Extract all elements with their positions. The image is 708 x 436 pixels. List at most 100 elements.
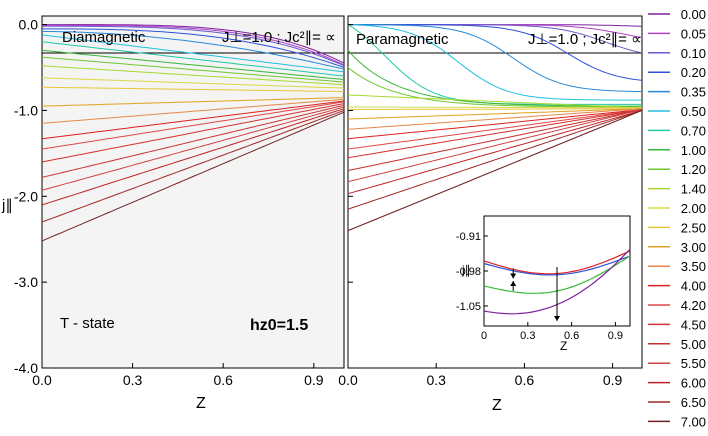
paramagnetic-series-0.35: [348, 24, 643, 93]
diamagnetic-series-6.50: [41, 109, 345, 223]
inset-y-tick-label: -0.98: [456, 266, 481, 278]
paramagnetic-series-2.00: [348, 106, 643, 109]
diamagnetic-series-1.20: [41, 56, 345, 83]
x-tick-label: 0.0: [338, 372, 358, 388]
legend-label: 0.20: [681, 65, 706, 80]
inset-y-label: j∥: [461, 263, 471, 277]
inset-arrow-head: [510, 281, 517, 286]
legend-label: 1.20: [681, 162, 706, 177]
paramagnetic-series-3.50: [347, 108, 643, 130]
x-tick-label: 0.6: [515, 372, 535, 388]
paramagnetic-series-0.50: [347, 24, 642, 101]
diamagnetic-series-7.00: [41, 111, 345, 242]
legend: 0.00 0.05 0.10 0.20 0.35 0.50 0.70 1.00 1.20 1.40…: [648, 7, 706, 429]
legend-label: 0.50: [681, 104, 706, 119]
x-tick-label: 0.3: [426, 372, 446, 388]
y-tick-label: 0.0: [19, 17, 39, 33]
legend-label: 4.20: [681, 298, 706, 313]
legend-label: 2.50: [681, 220, 706, 235]
diamagnetic-series-2.00: [41, 77, 345, 89]
h-annotation: hz0=1.5: [250, 317, 308, 334]
diamagnetic-series-0.00: [42, 24, 345, 64]
legend-label: 1.40: [681, 182, 706, 197]
legend-label: 4.00: [681, 279, 706, 294]
y-tick-label: -2.0: [14, 188, 38, 204]
paramagnetic-series-4.20: [347, 109, 643, 150]
legend-label: 0.70: [681, 123, 706, 138]
paramagnetic-series-1.40: [347, 94, 643, 109]
diamagnetic-series-1.40: [41, 65, 345, 86]
inset-x-label: Z: [560, 339, 567, 353]
y-tick-label: -3.0: [14, 274, 38, 290]
left-x-label: Z: [196, 395, 206, 412]
left-title-params: J⊥=1.0 ; Jc²∥= ∝: [222, 29, 336, 46]
paramagnetic-series-5.00: [347, 109, 643, 171]
right-title-params: J⊥=1.0 ; Jc²∥= ∝: [528, 31, 642, 48]
paramagnetic-series-6.00: [347, 109, 643, 195]
x-tick-label: 0.0: [32, 372, 52, 388]
y-tick-label: -4.0: [14, 360, 38, 376]
legend-label: 0.05: [681, 26, 706, 41]
legend-label: 3.00: [681, 240, 706, 255]
diamagnetic-series-4.00: [41, 100, 345, 140]
legend-label: 6.50: [681, 395, 706, 410]
legend-label: 0.35: [681, 85, 706, 100]
inset-x-tick-label: 0.9: [608, 330, 623, 342]
legend-label: 2.00: [681, 201, 706, 216]
legend-label: 5.50: [681, 356, 706, 371]
right-x-label: Z: [492, 397, 502, 414]
paramagnetic-series-6.50: [347, 109, 643, 210]
inset-x-tick-label: 0.6: [564, 330, 579, 342]
diamagnetic-series-1.00: [41, 49, 345, 80]
paramagnetic-series-3.00: [347, 108, 643, 120]
inset-y-tick-label: -0.91: [456, 231, 481, 243]
y-axis-label: j∥: [1, 197, 13, 214]
paramagnetic-series-4.50: [347, 109, 643, 159]
diamagnetic-series-4.50: [41, 103, 345, 163]
diamagnetic-series-3.50: [41, 98, 345, 124]
x-tick-label: 0.6: [213, 372, 233, 388]
diamagnetic-series-0.50: [41, 34, 345, 73]
legend-label: 4.50: [681, 317, 706, 332]
left-series-group: [41, 24, 345, 242]
legend-label: 0.10: [681, 46, 706, 61]
diamagnetic-series-0.10: [42, 25, 345, 67]
diamagnetic-series-4.20: [41, 101, 345, 150]
diamagnetic-series-2.50: [42, 86, 345, 93]
diamagnetic-series-5.50: [41, 106, 345, 191]
diamagnetic-series-0.35: [42, 31, 345, 70]
x-tick-label: 0.3: [123, 372, 143, 388]
inset-x-tick-label: 0: [481, 330, 487, 342]
inset-series-group: -0.91 -0.98 -1.05 0 0.3 0.6 0.9: [456, 231, 631, 342]
y-tick-label: -1.0: [14, 102, 38, 118]
diamagnetic-series-6.00: [41, 108, 345, 206]
inset-arrow-head: [510, 273, 517, 279]
paramagnetic-series-1.20: [347, 67, 642, 108]
diamagnetic-series-0.20: [42, 28, 345, 68]
legend-label: 0.00: [681, 7, 706, 22]
legend-label: 6.00: [681, 376, 706, 391]
x-tick-label: 0.9: [603, 372, 623, 388]
legend-label: 3.50: [681, 259, 706, 274]
diamagnetic-series-5.00: [41, 104, 345, 178]
legend-label: 5.00: [681, 337, 706, 352]
inset-y-tick-label: -1.05: [456, 301, 481, 313]
diamagnetic-series-0.05: [42, 24, 345, 66]
paramagnetic-series-2.50: [348, 108, 642, 111]
right-series-group: [347, 24, 643, 232]
inset-arrow-head: [554, 316, 560, 321]
right-title: Paramagnetic: [356, 31, 449, 48]
state-annotation: T - state: [60, 315, 115, 332]
left-title: Diamagnetic: [62, 29, 146, 46]
legend-label: 1.00: [681, 143, 706, 158]
diamagnetic-series-3.00: [41, 97, 345, 107]
paramagnetic-series-7.00: [347, 109, 643, 232]
paramagnetic-series-4.00: [347, 109, 643, 140]
paramagnetic-series-5.50: [347, 109, 643, 183]
diamagnetic-series-0.70: [41, 41, 345, 77]
legend-label: 7.00: [681, 414, 706, 429]
x-tick-label: 0.9: [304, 372, 324, 388]
axis-ticks: 0.0 0.3 0.6 0.9 0.0 0.3 0.6 0.9 0.0 -1.0 -2.0 -3.0 -…: [14, 17, 623, 388]
inset-x-tick-label: 0.3: [520, 330, 535, 342]
